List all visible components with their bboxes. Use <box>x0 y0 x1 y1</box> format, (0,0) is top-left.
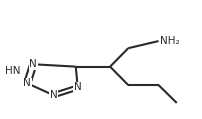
Text: HN: HN <box>5 66 21 76</box>
Text: N: N <box>50 90 57 100</box>
Text: N: N <box>29 59 37 69</box>
Text: N: N <box>74 82 82 92</box>
Text: N: N <box>23 78 31 88</box>
Text: NH₂: NH₂ <box>160 36 179 46</box>
